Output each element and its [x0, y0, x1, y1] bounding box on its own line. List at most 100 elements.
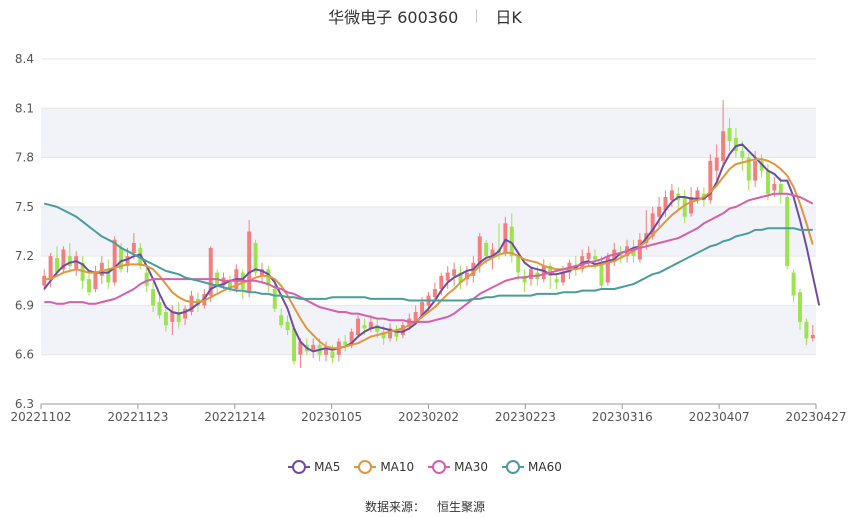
candle — [548, 266, 553, 276]
candle — [727, 128, 732, 142]
candle — [279, 315, 284, 326]
candle — [420, 302, 425, 316]
title-separator — [476, 9, 478, 23]
y-tick-label: 6.9 — [15, 298, 34, 312]
legend-item-ma30[interactable]: MA30 — [428, 460, 488, 474]
candle — [330, 351, 335, 358]
ma10-line — [44, 158, 814, 350]
legend-label-ma60: MA60 — [528, 460, 562, 474]
candle — [682, 197, 687, 217]
ma60-line — [43, 202, 813, 302]
candle — [733, 137, 738, 151]
candle — [593, 256, 598, 260]
chart-title-period: 日K — [495, 8, 522, 27]
x-tick-label: 20221102 — [10, 410, 71, 424]
candle — [151, 289, 156, 306]
candle — [477, 236, 482, 266]
x-axis: 20221102 20221123 20221214 20230105 20230202… — [10, 403, 847, 424]
candle — [48, 256, 53, 280]
candle — [183, 308, 188, 319]
candle — [657, 206, 662, 217]
grid-band — [41, 108, 816, 158]
legend-item-ma60[interactable]: MA60 — [502, 460, 562, 474]
x-tick-label: 20230427 — [785, 410, 846, 424]
candle — [400, 325, 405, 335]
y-tick-label: 7.2 — [15, 249, 34, 263]
data-source: 数据来源： 恒生聚源 — [0, 498, 850, 515]
candle — [324, 348, 329, 355]
y-tick-label: 8.4 — [15, 52, 34, 66]
legend-label-ma10: MA10 — [380, 460, 415, 474]
candle — [394, 331, 399, 337]
grid-band — [41, 305, 816, 355]
candle — [247, 231, 252, 293]
candle — [637, 239, 642, 260]
candle — [61, 249, 66, 270]
candle — [631, 249, 636, 257]
candle — [157, 302, 162, 316]
candle — [810, 335, 815, 339]
candle — [753, 160, 758, 181]
candle — [170, 312, 175, 322]
candle — [554, 279, 559, 283]
candle — [689, 197, 694, 214]
candle — [413, 312, 418, 322]
candle — [343, 341, 348, 345]
candle — [618, 252, 623, 257]
candle — [785, 197, 790, 266]
candle — [503, 223, 508, 253]
data-source-value: 恒生聚源 — [437, 500, 486, 514]
candle — [388, 328, 393, 339]
ma5-line — [43, 143, 821, 353]
candle — [663, 197, 668, 211]
y-tick-label: 7.8 — [15, 151, 34, 165]
candle — [452, 269, 457, 276]
candle — [516, 256, 521, 273]
candle — [125, 256, 130, 266]
candle — [144, 272, 149, 286]
candle — [119, 247, 124, 270]
candle — [298, 341, 303, 355]
x-tick-label: 20230105 — [301, 410, 362, 424]
legend-swatch-ma30 — [428, 460, 451, 474]
candle — [791, 272, 796, 296]
candle — [509, 226, 514, 257]
candle — [55, 257, 59, 273]
x-tick-label: 20221123 — [107, 410, 168, 424]
kline-chart: 6.3 6.6 6.9 7.2 7.5 7.8 8.1 8.4 20221102 2022112… — [10, 52, 847, 424]
candle — [714, 157, 719, 171]
chart-grid — [41, 58, 816, 405]
candle — [285, 321, 290, 331]
candle — [798, 292, 802, 322]
candle — [541, 266, 546, 280]
legend-item-ma10[interactable]: MA10 — [354, 460, 414, 474]
candle — [599, 262, 604, 286]
y-axis: 6.3 6.6 6.9 7.2 7.5 7.8 8.1 8.4 — [15, 52, 34, 411]
chart-bands — [41, 108, 816, 355]
candle — [93, 272, 98, 289]
y-tick-label: 6.6 — [15, 348, 34, 362]
candle — [528, 269, 533, 280]
candle — [772, 183, 777, 191]
legend-label-ma5: MA5 — [314, 460, 341, 474]
candle — [445, 272, 450, 281]
legend-swatch-ma5 — [288, 460, 311, 474]
candle — [650, 213, 655, 237]
candle — [272, 289, 277, 309]
candle — [349, 331, 354, 345]
candle — [605, 256, 610, 283]
candle — [362, 325, 367, 329]
candle — [740, 151, 745, 158]
candle — [266, 269, 271, 286]
candle — [375, 325, 380, 332]
y-tick-label: 8.1 — [15, 101, 34, 115]
candle — [227, 280, 232, 288]
data-source-label: 数据来源： — [364, 500, 425, 514]
candle — [721, 131, 726, 161]
ma30-line — [44, 192, 814, 323]
legend-item-ma5[interactable]: MA5 — [288, 460, 340, 474]
candle — [522, 275, 527, 283]
x-tick-label: 20230223 — [495, 410, 556, 424]
legend-label-ma30: MA30 — [454, 460, 489, 474]
candle — [176, 312, 181, 322]
